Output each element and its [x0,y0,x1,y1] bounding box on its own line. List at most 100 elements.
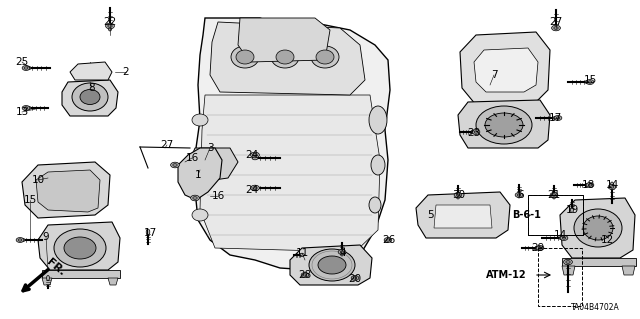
Polygon shape [62,80,118,116]
Text: 19: 19 [565,205,579,215]
Ellipse shape [72,83,108,111]
Polygon shape [108,278,118,285]
Ellipse shape [586,182,594,188]
Text: 12: 12 [600,235,614,245]
Ellipse shape [253,154,257,156]
Polygon shape [434,205,492,228]
Text: 15: 15 [584,75,596,85]
Ellipse shape [25,106,31,110]
Ellipse shape [538,247,542,249]
Ellipse shape [253,187,257,189]
Ellipse shape [585,80,591,84]
Ellipse shape [610,186,614,188]
Text: 5: 5 [428,210,435,220]
Ellipse shape [47,276,49,280]
Ellipse shape [472,130,480,134]
Text: 29: 29 [531,243,545,253]
Ellipse shape [300,254,305,256]
Ellipse shape [564,259,572,265]
Ellipse shape [19,238,25,242]
Ellipse shape [588,184,592,186]
Ellipse shape [22,65,30,70]
Text: 4: 4 [340,248,346,258]
Ellipse shape [271,46,299,68]
Bar [538,248,582,306]
Ellipse shape [251,152,259,158]
Polygon shape [36,170,100,212]
Ellipse shape [80,90,100,105]
Text: 2: 2 [123,67,129,77]
Ellipse shape [24,107,28,109]
Polygon shape [70,62,112,80]
Text: 18: 18 [581,180,595,190]
Ellipse shape [554,26,558,29]
Ellipse shape [340,251,344,253]
Ellipse shape [471,130,477,134]
Ellipse shape [517,192,521,198]
Ellipse shape [251,185,259,191]
Polygon shape [195,18,390,270]
Ellipse shape [515,193,523,197]
Ellipse shape [456,194,460,196]
Ellipse shape [586,79,594,85]
Text: 9: 9 [43,232,49,242]
Text: 20: 20 [348,274,362,284]
Text: 8: 8 [89,83,95,93]
Polygon shape [474,48,538,92]
Polygon shape [238,18,330,62]
Text: 26: 26 [382,235,396,245]
Polygon shape [290,245,372,285]
Text: ATM-12: ATM-12 [486,270,526,280]
Ellipse shape [316,50,334,64]
Ellipse shape [106,23,115,29]
Text: 7: 7 [491,70,497,80]
Ellipse shape [301,272,309,278]
Ellipse shape [309,249,355,281]
Ellipse shape [585,183,591,187]
Text: 17: 17 [548,113,562,123]
Ellipse shape [146,229,150,235]
Polygon shape [622,266,635,275]
Ellipse shape [303,274,307,276]
Ellipse shape [566,261,570,263]
Text: TA04B4702A: TA04B4702A [572,303,620,312]
Ellipse shape [22,106,30,110]
Text: 21: 21 [547,190,561,200]
Ellipse shape [191,195,200,201]
Ellipse shape [588,81,592,83]
Bar [528,195,583,235]
Ellipse shape [173,164,177,167]
Polygon shape [210,22,365,95]
Ellipse shape [369,197,381,213]
Ellipse shape [562,237,566,239]
Ellipse shape [236,50,254,64]
Ellipse shape [476,106,532,144]
Ellipse shape [454,193,462,197]
Text: 27: 27 [161,140,173,150]
Polygon shape [458,100,550,148]
Ellipse shape [231,46,259,68]
Ellipse shape [192,209,208,221]
Ellipse shape [108,25,112,31]
Ellipse shape [485,113,523,137]
Ellipse shape [553,116,559,120]
Ellipse shape [552,193,556,199]
Ellipse shape [386,239,390,241]
Ellipse shape [583,216,613,240]
Ellipse shape [369,106,387,134]
Text: 15: 15 [24,195,36,205]
Polygon shape [562,266,575,275]
Ellipse shape [252,156,258,160]
Ellipse shape [535,246,541,250]
Text: 14: 14 [554,230,566,240]
Text: 28: 28 [298,270,312,280]
Ellipse shape [610,182,614,188]
Ellipse shape [24,67,28,69]
Ellipse shape [474,131,478,133]
Text: 30: 30 [452,190,465,200]
Ellipse shape [338,249,346,255]
Ellipse shape [552,194,556,196]
Text: FR.: FR. [45,257,67,278]
Text: 22: 22 [104,17,116,27]
Ellipse shape [353,277,357,279]
